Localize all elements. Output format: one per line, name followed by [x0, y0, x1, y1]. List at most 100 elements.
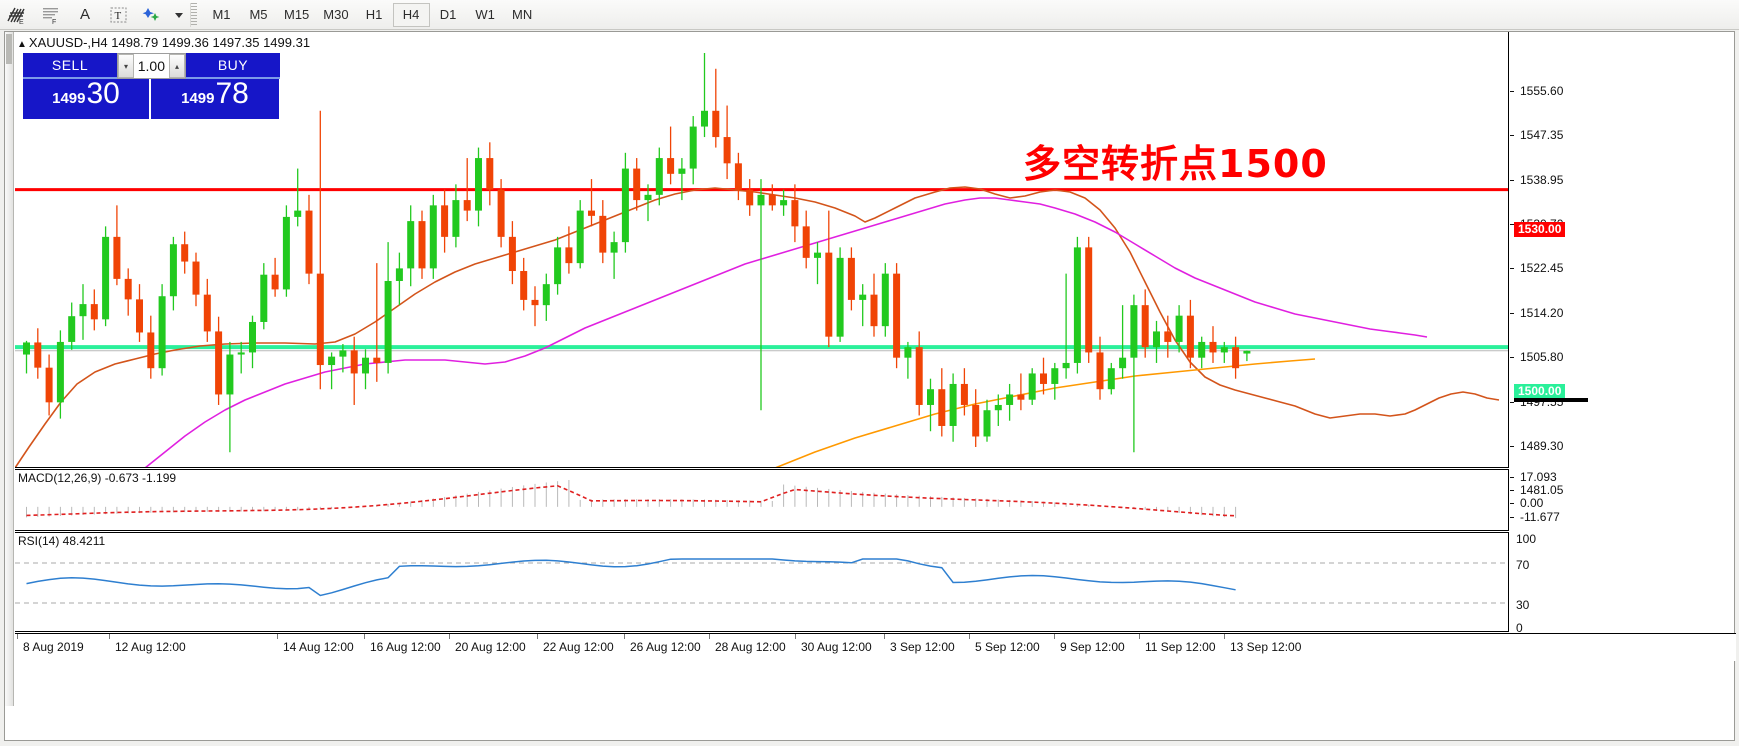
price-axis-tick	[1510, 91, 1514, 92]
toolbar-grip[interactable]	[190, 2, 197, 27]
price-axis-tick	[1510, 313, 1514, 314]
time-axis[interactable]	[15, 633, 1736, 661]
time-axis-tick	[969, 634, 970, 639]
objects-dropdown-icon[interactable]	[170, 1, 188, 29]
time-axis-tick	[17, 634, 18, 639]
macd-pane[interactable]: MACD(12,26,9) -0.673 -1.199	[15, 469, 1509, 531]
chart-area: ▲ XAUUSD-,H4 1498.79 1499.36 1497.35 1499…	[4, 31, 1736, 741]
volume-up-icon[interactable]: ▴	[169, 54, 185, 78]
collapse-arrow-icon[interactable]: ▲	[17, 39, 27, 50]
time-axis-label: 9 Sep 12:00	[1060, 640, 1125, 654]
quote-text: XAUUSD-,H4 1498.79 1499.36 1497.35 1499.…	[28, 35, 311, 50]
buy-button[interactable]: BUY	[186, 53, 280, 79]
time-axis-tick	[795, 634, 796, 639]
time-axis-label: 16 Aug 12:00	[370, 640, 441, 654]
timeframe-button-h1[interactable]: H1	[365, 7, 383, 22]
svg-text:F: F	[52, 19, 56, 26]
vertical-scrollbar[interactable]	[5, 32, 14, 706]
macd-plot	[26, 479, 1237, 519]
price-axis-label: 1505.80	[1520, 350, 1564, 364]
trade-panel-top-row: SELL ▾ 1.00 ▴ BUY	[23, 53, 280, 79]
time-axis-label: 5 Sep 12:00	[975, 640, 1040, 654]
time-axis-tick	[1054, 634, 1055, 639]
macd-axis: 17.093 0.00 -11.677	[1510, 469, 1736, 531]
time-axis-label: 20 Aug 12:00	[455, 640, 526, 654]
time-axis-tick	[364, 634, 365, 639]
resistance-price-badge[interactable]: 1530.00	[1514, 222, 1566, 237]
macd-axis-label: -11.677	[1520, 510, 1560, 524]
time-axis-label: 28 Aug 12:00	[715, 640, 786, 654]
price-pane[interactable]	[15, 32, 1509, 468]
time-axis-label: 13 Sep 12:00	[1230, 640, 1302, 654]
timeframe-group: M1 M5 M15 M30 H1 H4 D1 W1 MN	[203, 2, 541, 27]
objects-icon[interactable]	[136, 1, 170, 29]
rsi-axis-label: 0	[1516, 621, 1523, 635]
price-axis-tick	[1510, 490, 1514, 491]
time-axis-label: 30 Aug 12:00	[801, 640, 872, 654]
volume-value[interactable]: 1.00	[137, 58, 165, 74]
price-axis-label: 1547.35	[1520, 128, 1564, 142]
price-axis[interactable]: 1555.601547.351538.951530.701522.451514.…	[1510, 32, 1736, 497]
macd-axis-label: 17.093	[1520, 470, 1557, 484]
svg-text:E: E	[19, 19, 24, 26]
time-axis-label: 26 Aug 12:00	[630, 640, 701, 654]
sell-price-pips: 30	[86, 77, 120, 110]
price-axis-tick	[1510, 446, 1514, 447]
price-axis-label: 1555.60	[1520, 84, 1564, 98]
sell-price[interactable]: 1499 30	[23, 79, 151, 119]
indicators-icon[interactable]: E	[0, 1, 34, 29]
timeframe-button-m5[interactable]: M5	[249, 7, 268, 22]
rsi-axis: 100 70 30 0	[1510, 532, 1736, 635]
time-axis-label: 3 Sep 12:00	[890, 640, 955, 654]
price-axis-tick	[1510, 402, 1514, 403]
time-axis-tick	[709, 634, 710, 639]
volume-down-icon[interactable]: ▾	[118, 54, 134, 78]
buy-price[interactable]: 1499 78	[151, 79, 279, 119]
timeframe-button-h4[interactable]: H4	[392, 2, 430, 27]
timeframe-button-w1[interactable]: W1	[475, 7, 495, 22]
macd-axis-tick	[1510, 477, 1514, 478]
rsi-axis-label: 100	[1516, 532, 1537, 546]
time-axis-label: 8 Aug 2019	[23, 640, 84, 654]
candlestick-plot	[15, 53, 1508, 467]
sell-button[interactable]: SELL	[23, 53, 117, 79]
timeframe-button-d1[interactable]: D1	[439, 7, 457, 22]
text-tool-icon[interactable]: A	[79, 6, 90, 23]
scrollbar-thumb[interactable]	[6, 34, 12, 64]
text-label-icon[interactable]: T	[102, 1, 136, 29]
rsi-pane[interactable]: RSI(14) 48.4211	[15, 532, 1509, 632]
timeframe-button-m1[interactable]: M1	[212, 7, 231, 22]
timeframe-button-m30[interactable]: M30	[323, 7, 349, 22]
price-axis-tick	[1510, 180, 1514, 181]
one-click-trading-panel[interactable]: SELL ▾ 1.00 ▴ BUY 1499 30 1499 78	[23, 53, 280, 119]
toolbar: E F A T	[0, 0, 1739, 30]
timeframe-button-m15[interactable]: M15	[284, 7, 310, 22]
templates-icon[interactable]: F	[34, 1, 68, 29]
rsi-title: RSI(14) 48.4211	[18, 534, 106, 548]
time-axis-label: 11 Sep 12:00	[1145, 640, 1216, 654]
price-axis-label: 1489.30	[1520, 439, 1564, 453]
sell-price-prefix: 1499	[52, 90, 86, 107]
chart-annotation-text: 多空转折点1500	[1023, 142, 1328, 186]
time-axis-label: 12 Aug 12:00	[115, 640, 186, 654]
time-axis-tick	[884, 634, 885, 639]
timeframe-button-mn[interactable]: MN	[511, 7, 533, 22]
last-price-badge[interactable]	[1514, 398, 1588, 402]
volume-stepper[interactable]: ▾ 1.00 ▴	[117, 53, 186, 79]
price-axis-label: 1514.20	[1520, 306, 1564, 320]
price-axis-tick	[1510, 224, 1514, 225]
time-axis-label: 14 Aug 12:00	[283, 640, 354, 654]
rsi-plot	[15, 558, 1508, 604]
symbol-quote-line: ▲ XAUUSD-,H4 1498.79 1499.36 1497.35 1499…	[17, 35, 310, 50]
time-axis-label: 22 Aug 12:00	[543, 640, 614, 654]
buy-price-pips: 78	[215, 77, 249, 110]
buy-price-prefix: 1499	[181, 90, 215, 107]
time-axis-tick	[624, 634, 625, 639]
price-axis-label: 1522.45	[1520, 261, 1564, 275]
macd-axis-label: 0.00	[1520, 496, 1544, 510]
rsi-axis-label: 30	[1516, 598, 1530, 612]
bid-price-badge[interactable]: 1500.00	[1514, 384, 1566, 399]
macd-axis-tick	[1510, 503, 1514, 504]
price-axis-tick	[1510, 357, 1514, 358]
